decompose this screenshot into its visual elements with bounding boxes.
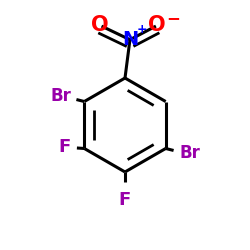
Text: +: +	[136, 23, 147, 36]
Text: O: O	[148, 15, 166, 35]
Text: N: N	[122, 30, 138, 49]
Text: Br: Br	[180, 144, 200, 162]
Text: −: −	[166, 9, 180, 27]
Text: Br: Br	[50, 87, 71, 105]
Text: F: F	[119, 192, 131, 210]
Text: O: O	[92, 15, 109, 35]
Text: F: F	[58, 138, 70, 156]
